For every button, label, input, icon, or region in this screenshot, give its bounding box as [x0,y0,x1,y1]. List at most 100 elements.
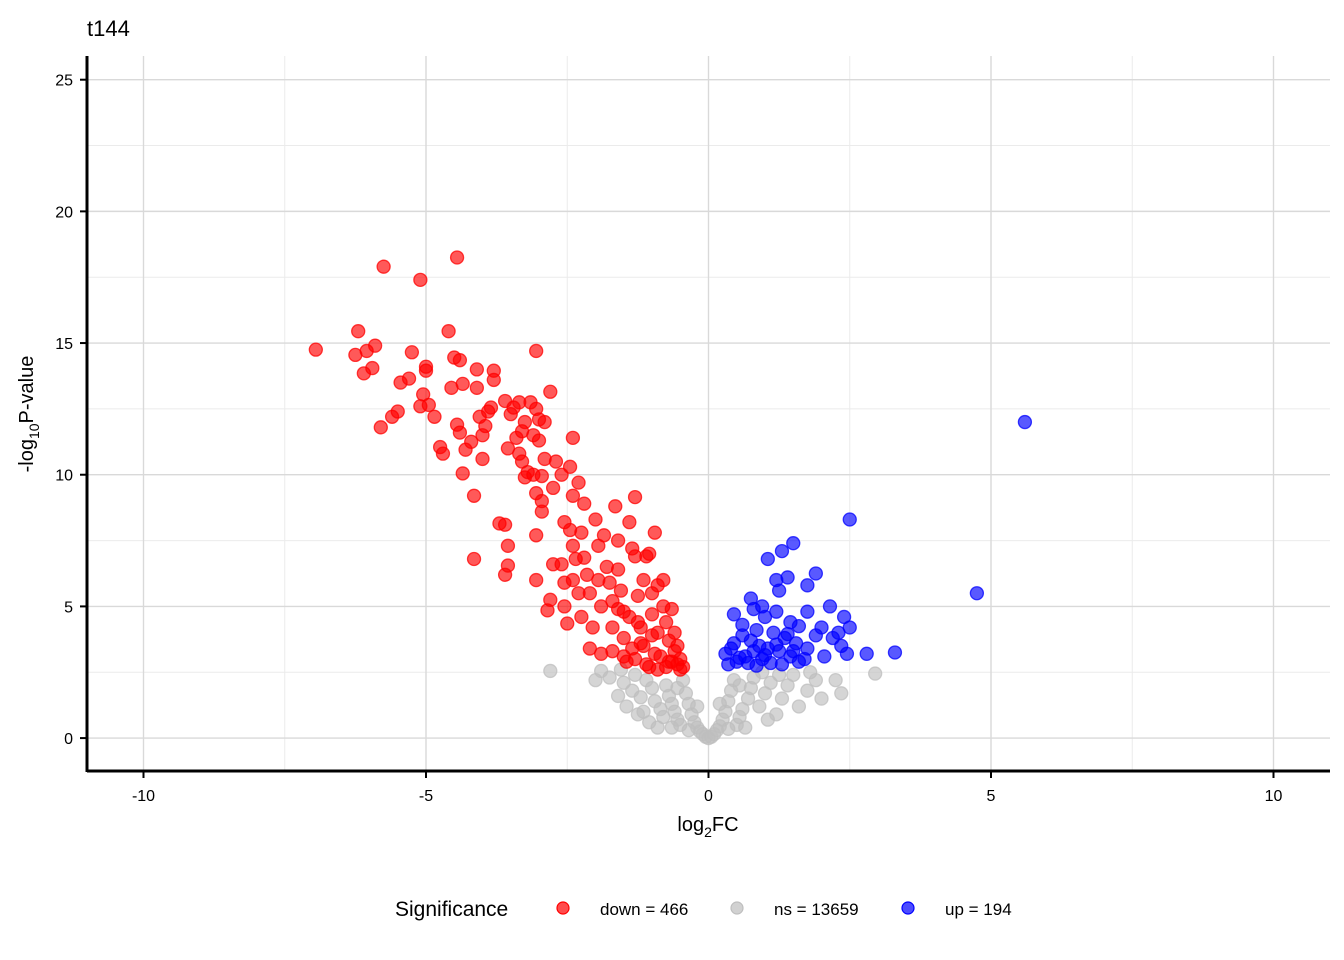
point-up [887,645,903,660]
point-down [373,420,388,435]
point-down [351,324,366,339]
point-down [656,572,671,588]
point-down [596,528,612,543]
point-down [588,512,603,527]
point-down [636,572,651,588]
point-down [452,353,468,368]
point-down [664,601,679,617]
point-down [574,609,589,625]
point-down [577,496,592,511]
legend: Significance down = 466 ns = 13659 up = … [395,898,1012,921]
point-up [1017,414,1033,430]
point-down [390,404,405,419]
point-down [627,489,643,505]
y-tick-label: 5 [64,599,73,616]
point-down [534,493,549,509]
point-down [435,446,451,461]
point-down [469,380,485,395]
x-tick-label: 0 [704,788,713,805]
data-points [308,250,1033,746]
point-up [797,651,812,667]
point-up [800,604,815,619]
point-ns [650,720,665,735]
point-down [650,625,665,640]
point-up [780,570,795,585]
point-ns [721,721,736,737]
point-down [449,250,465,265]
point-down [557,599,572,614]
point-down [608,499,623,514]
point-ns [738,720,753,735]
legend-label-up: up = 194 [945,900,1012,919]
point-down [642,659,657,675]
legend-title: Significance [395,898,508,921]
point-ns [760,712,775,727]
x-axis-title: log2FC [677,814,738,840]
x-tick-label: 5 [987,788,996,805]
point-down [497,567,513,582]
point-ns [543,663,558,679]
point-down [486,363,501,378]
point-down [658,615,674,630]
y-ticks: 0 5 10 15 20 25 [55,73,87,748]
point-down [644,607,660,622]
point-up [769,637,784,652]
point-up [786,644,801,659]
point-down [585,620,600,635]
point-up [726,607,742,622]
point-down [560,616,575,631]
point-up [786,536,801,551]
point-down [610,562,626,577]
point-down [427,409,442,424]
point-ns [752,699,767,714]
point-down [441,324,456,339]
legend-swatch-down [556,901,570,915]
legend-swatch-up [901,901,915,915]
point-down [565,572,581,588]
point-ns [602,670,617,685]
point-down [622,514,637,530]
legend-item-ns: ns = 13659 [730,900,859,919]
x-axis-title-base: log [677,814,704,836]
point-down [413,272,428,287]
point-up [808,566,823,581]
x-tick-label: -10 [132,788,155,805]
point-down [376,259,391,274]
point-ns [664,720,679,735]
point-down [647,525,662,540]
legend-item-down: down = 466 [556,900,688,919]
point-down [577,550,592,565]
point-down [616,630,631,646]
point-ns [712,696,727,711]
point-up [760,551,775,567]
point-down [464,434,479,449]
point-down [642,546,657,561]
point-down [517,414,533,430]
point-up [771,583,787,598]
point-down [602,575,617,590]
point-up [800,578,815,593]
legend-label-down: down = 466 [600,900,688,919]
point-down [667,625,682,640]
y-tick-label: 15 [55,336,73,353]
point-up [774,657,790,672]
point-down [537,414,552,430]
point-down [670,657,685,672]
point-down [605,644,620,659]
y-axis-title-base: -log [16,439,38,472]
point-down [548,454,564,469]
point-down [622,609,637,625]
point-ns [690,699,705,714]
point-down [466,488,482,503]
point-down [543,592,558,607]
point-ns [834,686,849,701]
point-ns [800,683,815,698]
x-axis-title-rest: FC [712,814,739,836]
x-axis-title-subscript: 2 [704,824,712,840]
legend-item-up: up = 194 [901,900,1012,919]
x-tick-label: -5 [419,788,433,805]
point-ns [610,688,626,704]
point-down [574,525,589,540]
point-down [531,433,547,448]
